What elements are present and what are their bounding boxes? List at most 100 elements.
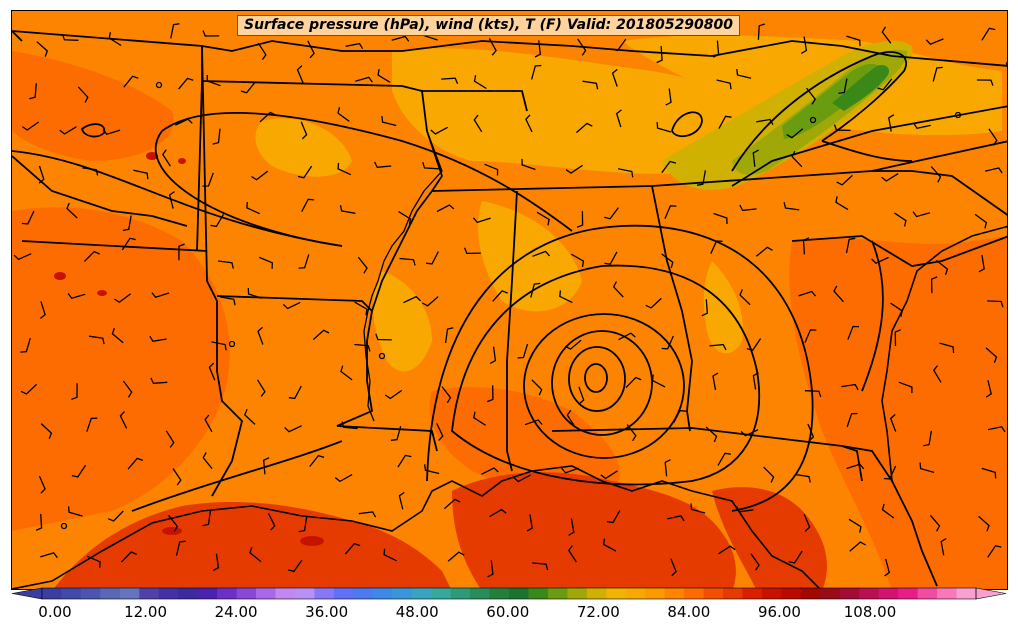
wind-barb (244, 409, 256, 425)
colorbar-swatch (509, 588, 529, 599)
wind-barb (974, 213, 988, 229)
wind-barb (398, 491, 405, 510)
wind-barb (530, 282, 541, 298)
wind-barb (122, 215, 132, 232)
wind-barb (923, 430, 933, 447)
wind-barb (473, 411, 486, 426)
wind-barb (383, 548, 397, 562)
wind-barb (566, 409, 576, 428)
wind-barb (739, 289, 751, 306)
wind-barb (848, 518, 862, 533)
wind-barb (257, 42, 267, 60)
wind-barb (345, 42, 364, 50)
wind-barb (618, 332, 636, 341)
wind-barb (267, 513, 276, 531)
hot-spots (54, 152, 324, 546)
colorbar-tick-label: 24.00 (214, 603, 258, 621)
wind-barb (575, 122, 593, 134)
wind-barb (150, 377, 168, 384)
wind-barb (357, 256, 368, 274)
colorbar-swatch (917, 588, 938, 599)
wind-barb (344, 542, 361, 555)
wind-barb (577, 38, 587, 56)
wind-barb (111, 327, 124, 344)
wind-barb (202, 452, 213, 470)
wind-barb (881, 503, 895, 519)
colorbar-swatch (275, 588, 296, 599)
wind-barb (877, 78, 893, 91)
wind-barb (804, 329, 817, 343)
wind-barb (661, 253, 674, 269)
wind-barb (489, 508, 507, 518)
wind-barb (107, 510, 124, 522)
wind-barb (791, 151, 803, 168)
wind-barb (217, 260, 234, 269)
colorbar-outline (41, 587, 977, 600)
wind-barb (38, 475, 46, 494)
wind-barb (795, 473, 811, 483)
colorbar-swatch (236, 588, 257, 599)
wind-barb (257, 326, 264, 345)
map-canvas (12, 11, 1007, 589)
wind-barb (340, 365, 353, 381)
weather-map (11, 10, 1008, 590)
wind-barb (259, 256, 273, 269)
wind-barb (846, 412, 858, 428)
wind-barb (481, 467, 499, 475)
colorbar-min-extension (11, 587, 43, 600)
wind-barb (178, 243, 185, 261)
wind-barb (881, 173, 899, 182)
wind-barb (300, 121, 308, 140)
wind-barb (846, 463, 865, 470)
wind-barb (800, 36, 808, 55)
wind-barb (757, 23, 766, 40)
wind-barb (513, 474, 531, 483)
wind-barb (259, 111, 276, 123)
wind-barb (487, 385, 494, 403)
wind-barb (35, 513, 43, 531)
wind-barb (444, 327, 454, 344)
wind-barb (615, 109, 622, 128)
wind-barb (752, 372, 759, 390)
colorbar-swatch (333, 588, 354, 599)
wind-barb (204, 414, 213, 433)
wind-barb (67, 506, 83, 517)
wind-barb (172, 468, 182, 486)
wind-barb (611, 68, 618, 87)
wind-barb (133, 169, 149, 180)
wind-barb (661, 160, 677, 174)
wind-barb (288, 385, 302, 400)
colorbar-tick-label: 72.00 (576, 603, 620, 621)
wind-barb (13, 253, 32, 261)
wind-barb (86, 417, 98, 432)
wind-barb (263, 457, 270, 475)
wind-barb (894, 329, 902, 347)
wind-barb (443, 498, 461, 510)
wind-barb (898, 381, 913, 394)
wind-barb (297, 165, 313, 179)
wind-barb (532, 250, 550, 257)
wind-barb (210, 213, 225, 228)
wind-barb (463, 247, 481, 255)
wind-barb (71, 383, 78, 401)
station-markers (60, 61, 1007, 530)
colorbar-max-extension (975, 587, 1007, 600)
wind-barb (524, 419, 543, 426)
wind-barb (484, 163, 499, 176)
wind-barb (175, 118, 193, 126)
wind-barb (626, 424, 637, 442)
colorbar-swatch (119, 588, 140, 599)
wind-barb (441, 77, 459, 84)
wind-barb (976, 79, 994, 86)
wind-barb (984, 167, 1003, 174)
wind-barb (422, 162, 439, 170)
wind-barb (978, 254, 985, 273)
wind-barb (59, 126, 77, 135)
colorbar-swatch (294, 588, 315, 599)
wind-barb (298, 516, 308, 533)
wind-barb (806, 87, 816, 105)
map-title: Surface pressure (hPa), wind (kts), T (F… (237, 15, 741, 36)
wind-barb (212, 128, 221, 145)
wind-barb (40, 423, 53, 439)
wind-barb (750, 553, 760, 571)
